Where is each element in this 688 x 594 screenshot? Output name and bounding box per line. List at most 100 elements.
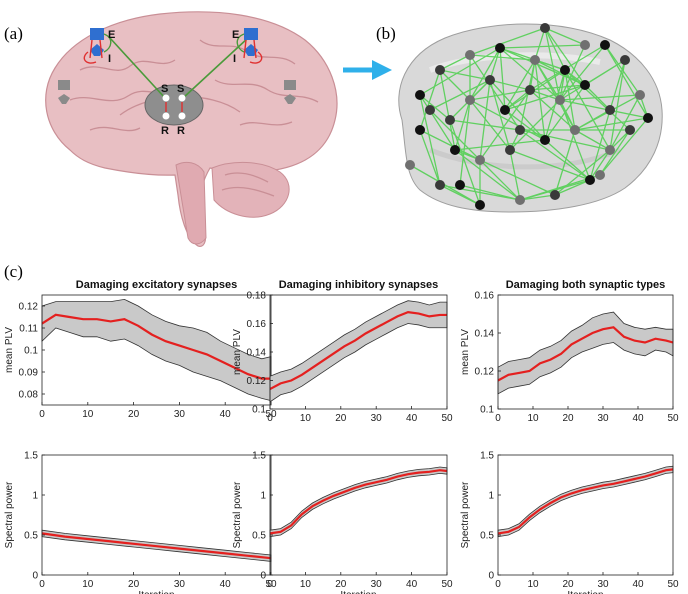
x-tick-label: 40 [406,579,418,590]
y-tick-label: 0 [488,571,494,582]
network-node [415,90,425,100]
network-edge [499,47,586,86]
mean-line [269,310,447,391]
y-tick-label: 0.12 [247,376,267,387]
network-node [595,170,605,180]
right-ei-column [236,28,263,64]
chart-6: 0 10 20 30 40 50 0 0.5 1 1.5 Spectral power Iterati… [460,451,679,594]
x-tick-label: 20 [335,579,347,590]
chart-title: Damaging inhibitory synapses [279,279,439,291]
arrow-icon [343,60,392,80]
network-edge [469,54,521,131]
network-edge [454,99,471,151]
plot-frame [41,454,272,576]
sagittal-brain-illustration: E I E I S S R R [45,11,338,247]
network-edge [519,194,556,201]
network-edge [544,27,586,86]
network-node [530,55,540,65]
network-edge [439,69,456,151]
network-edge [534,27,546,61]
y-tick-label: 0.12 [475,367,495,378]
y-tick-label: 0.5 [480,531,494,542]
network-edge [489,47,501,81]
network-edge [554,129,576,196]
x-tick-label: 10 [82,409,94,420]
network-edge [584,59,626,86]
network-edge [509,149,521,201]
network-edge [419,69,441,131]
network-node [485,75,495,85]
x-tick-label: 40 [220,579,232,590]
network-edge [419,94,456,151]
confidence-band [269,300,448,403]
left-s-label: S [161,83,168,95]
network-edge [599,129,631,176]
network-edge [489,79,531,91]
network-edge [609,59,626,151]
network-node [550,190,560,200]
x-tick-label: 10 [82,579,94,590]
y-axis-label: Spectral power [4,481,15,548]
x-axis-label: Iteration [340,590,376,594]
y-tick-label: 0 [32,571,38,582]
plot-frame [497,454,674,576]
x-axis-label: Iteration [138,590,174,594]
x-tick-label: 0 [495,413,501,424]
network-edge [519,129,591,181]
thalamus-region [144,84,204,126]
network-edge [574,129,611,151]
network-edge [469,99,546,141]
network-edge [564,69,576,131]
x-tick-label: 0 [39,579,45,590]
network-edge [519,129,611,151]
network-node [625,125,635,135]
network-node [405,160,415,170]
network-edge [599,117,649,176]
x-tick-label: 30 [371,413,383,424]
y-tick-label: 0.14 [475,329,495,340]
network-edge [529,89,561,101]
network-edge [439,54,471,71]
network-node [425,105,435,115]
brain-network-illustration [398,23,663,213]
network-edge [509,99,561,151]
network-edge [479,89,531,161]
network-edge [454,139,546,151]
x-tick-label: 30 [174,579,186,590]
brainstem-shape [175,161,207,245]
x-tick-label: 30 [597,413,609,424]
network-edge [429,79,491,111]
x-tick-label: 30 [597,579,609,590]
plot-frame [497,294,674,410]
y-axis-label: mean PLV [460,329,471,375]
y-tick-label: 0.16 [247,319,267,330]
network-node [580,40,590,50]
network-node [570,125,580,135]
network-edge [429,109,481,161]
y-tick-label: 1 [32,491,38,502]
network-edge [469,89,531,101]
network-edge [439,69,491,81]
network-node [635,90,645,100]
network-edge [419,129,481,161]
x-tick-label: 20 [562,579,574,590]
x-tick-label: 20 [128,409,140,420]
network-node [580,80,590,90]
network-edge [509,149,591,181]
panel-label-a: (a) [4,24,23,43]
network-node [435,180,445,190]
x-tick-label: 50 [667,413,679,424]
side-icons [58,80,296,104]
right-e-label: E [232,29,239,41]
network-node [605,105,615,115]
mean-line [269,469,448,535]
y-tick-label: 0.18 [247,291,267,302]
network-edge [534,59,566,71]
network-edge [574,109,611,131]
y-tick-label: 0.1 [252,405,266,416]
network-edge [499,47,561,101]
network-edge [544,27,566,71]
y-axis-label: mean PLV [4,327,15,373]
